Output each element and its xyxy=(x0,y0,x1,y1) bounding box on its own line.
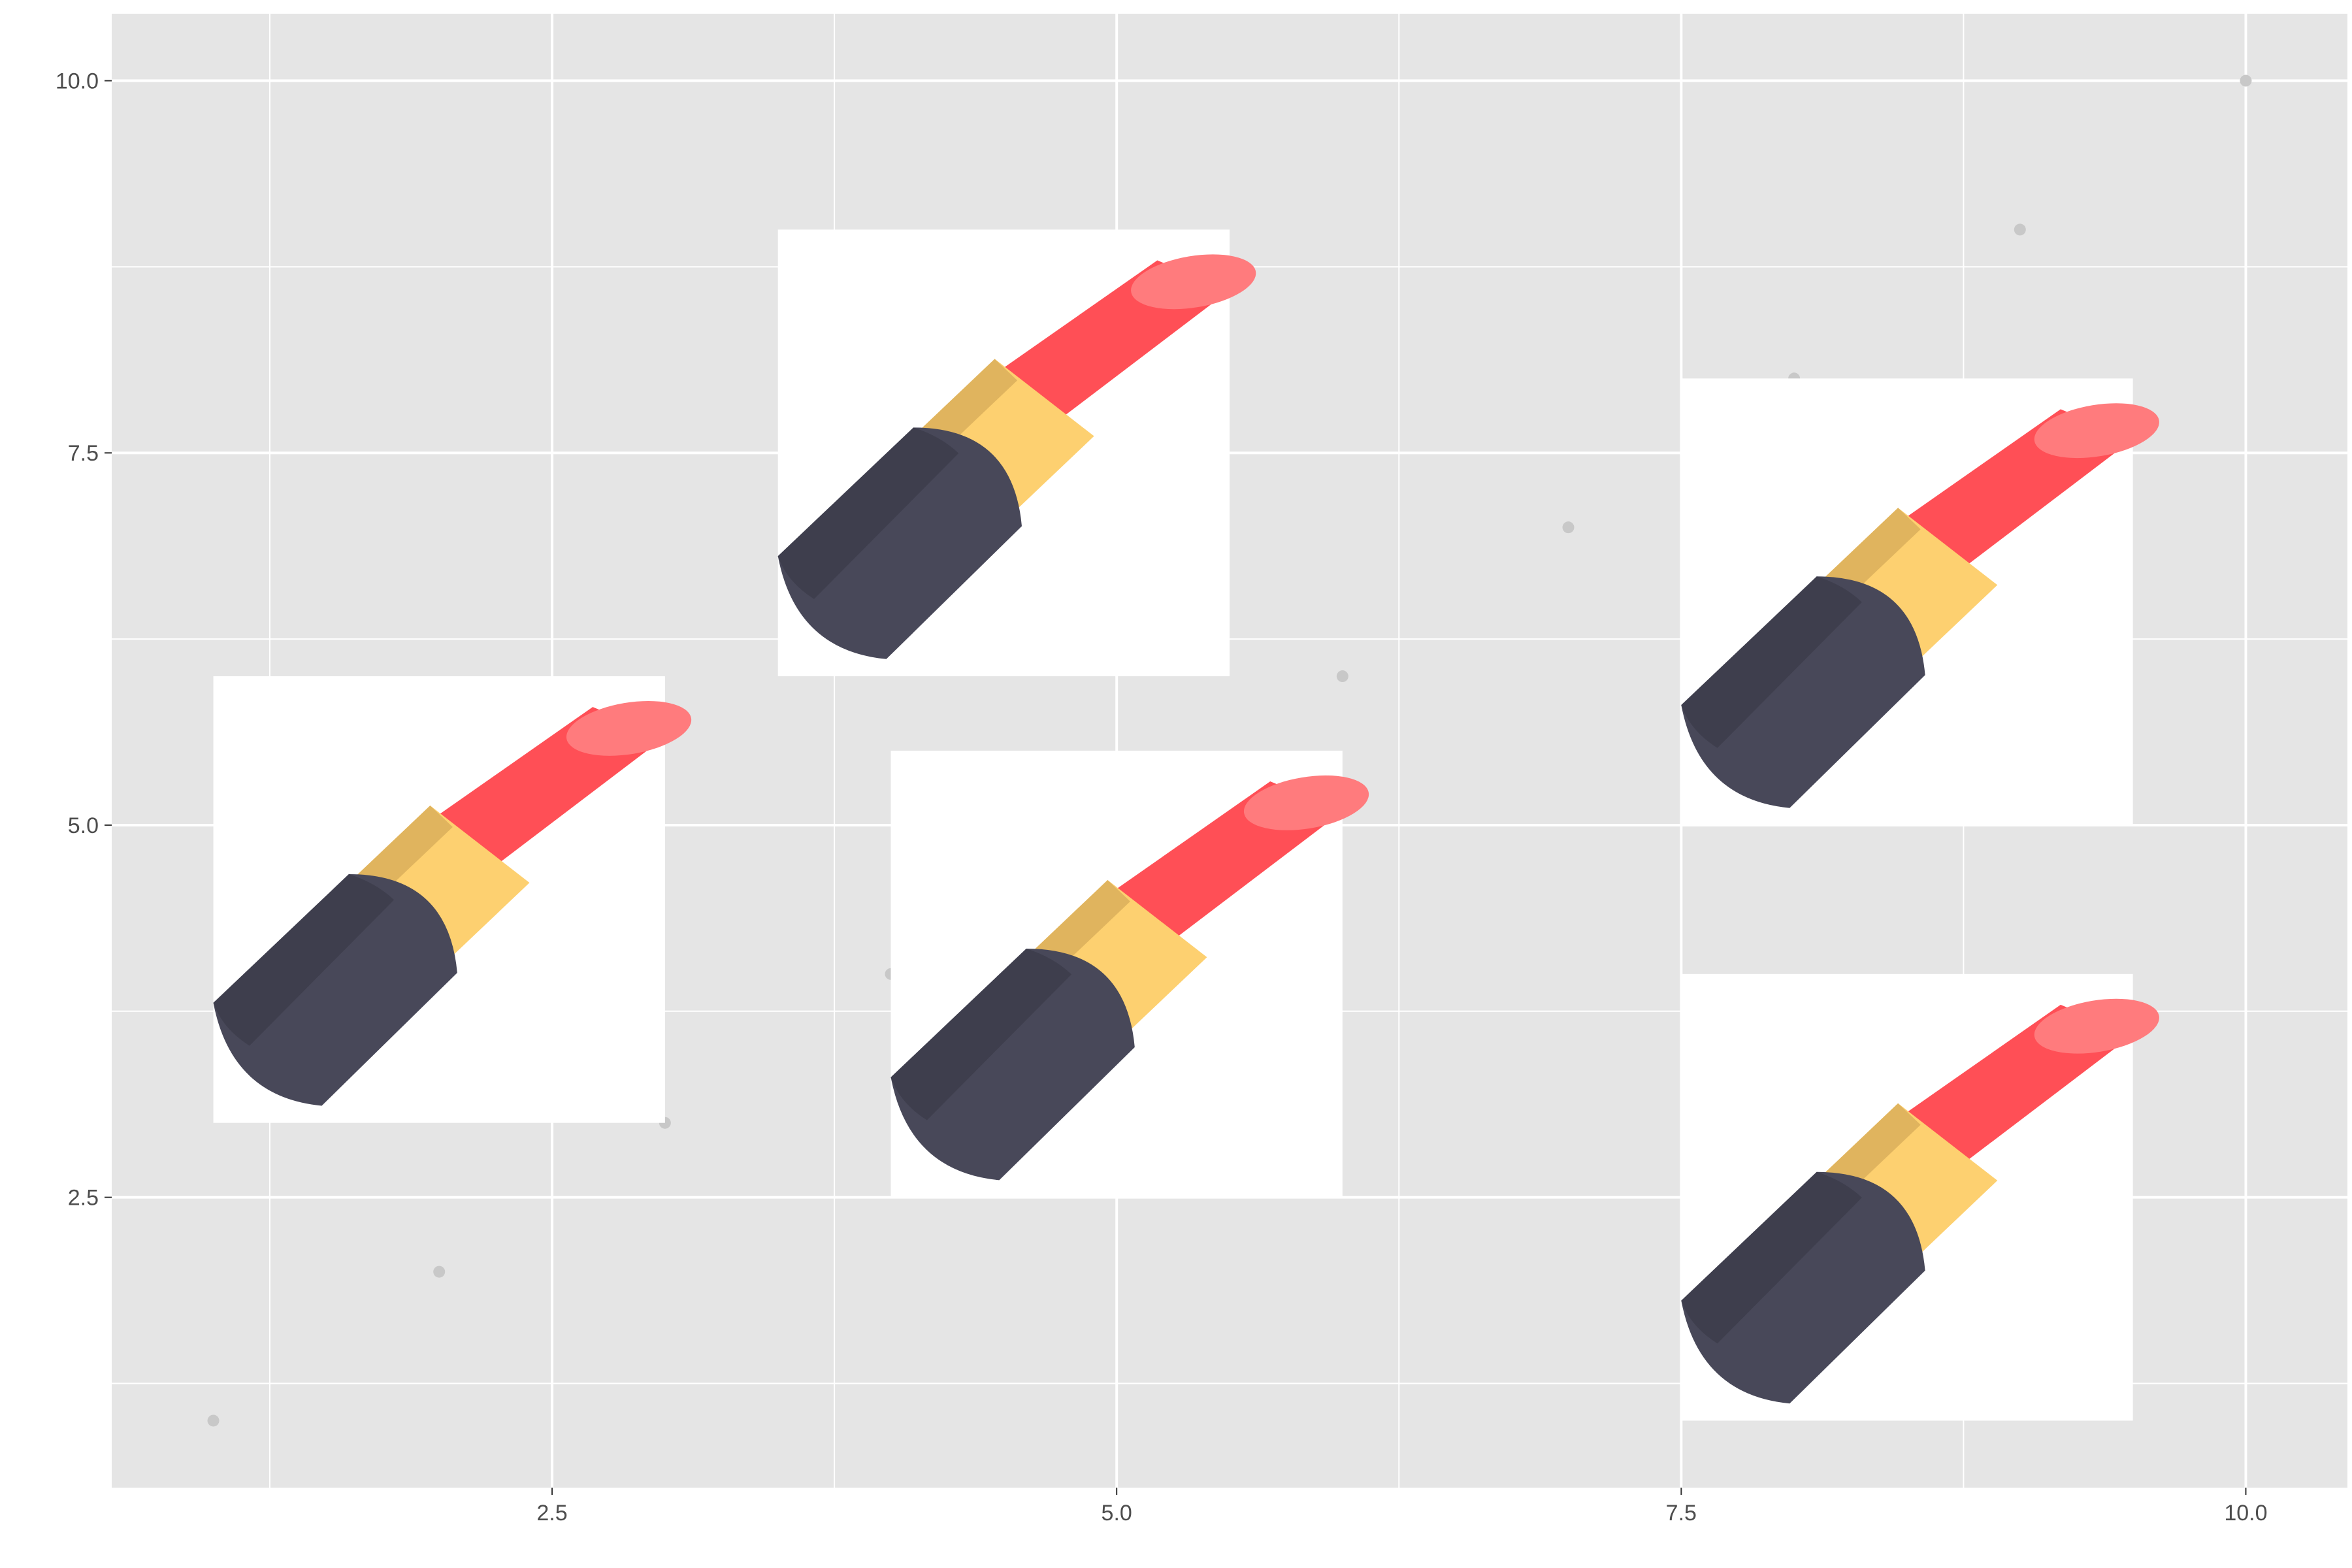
axes: 2.5 5.0 7.5 10.0 2.5 5.0 7.5 10.0 xyxy=(56,69,2268,1526)
image-mark xyxy=(213,676,696,1123)
x-tick-label: 7.5 xyxy=(1666,1501,1697,1526)
y-tick-label: 7.5 xyxy=(68,441,99,466)
x-tick-label: 10.0 xyxy=(2224,1501,2267,1526)
x-tick-label: 5.0 xyxy=(1102,1501,1132,1526)
y-tick-label: 2.5 xyxy=(68,1186,99,1211)
images-layer xyxy=(213,229,2164,1421)
data-point xyxy=(2014,223,2026,236)
data-point xyxy=(207,1414,220,1427)
image-mark xyxy=(1681,378,2164,825)
image-mark xyxy=(890,751,1374,1198)
y-tick-label: 10.0 xyxy=(56,69,99,94)
data-point xyxy=(1562,521,1575,534)
x-tick-label: 2.5 xyxy=(536,1501,567,1526)
data-point xyxy=(1336,670,1348,683)
data-point xyxy=(2240,74,2252,87)
image-mark xyxy=(777,229,1261,677)
data-point xyxy=(433,1266,446,1278)
y-tick-label: 5.0 xyxy=(68,813,99,838)
image-mark xyxy=(1681,973,2164,1421)
